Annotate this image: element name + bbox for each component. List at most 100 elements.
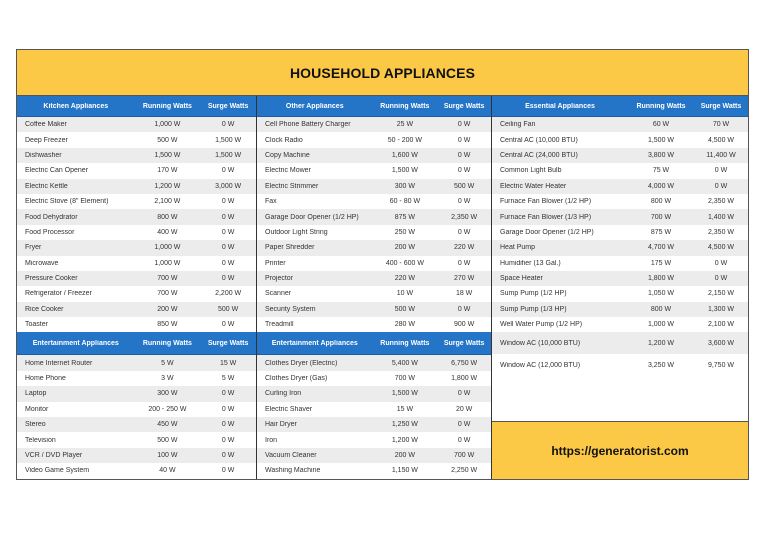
appliance-name: Well Water Pump (1/2 HP) bbox=[500, 321, 583, 329]
appliance-name: Fax bbox=[265, 198, 277, 206]
appliance-name: Dishwasher bbox=[25, 151, 62, 159]
table-row: Humidifier (13 Gal.) 175 W 0 W bbox=[492, 255, 748, 271]
surge-watts: 0 W bbox=[221, 213, 235, 221]
running-watts: 800 W bbox=[157, 213, 178, 221]
running-watts: 700 W bbox=[394, 375, 415, 383]
table-row: Electric Strimmer 300 W 500 W bbox=[257, 178, 491, 194]
surge-watts: 0 W bbox=[457, 121, 471, 129]
running-watts: 5,400 W bbox=[391, 359, 418, 367]
table-row: VCR / DVD Player 100 W 0 W bbox=[17, 447, 256, 464]
surge-watts: 2,150 W bbox=[707, 290, 735, 298]
appliance-name: Home Internet Router bbox=[25, 359, 93, 367]
table-row: Rice Cooker 200 W 500 W bbox=[17, 301, 256, 318]
surge-watts: 0 W bbox=[221, 467, 235, 475]
table-row: Home Phone 3 W 5 W bbox=[17, 370, 256, 387]
appliance-name: Laptop bbox=[25, 390, 47, 398]
appliance-name: Sump Pump (1/3 HP) bbox=[500, 305, 567, 313]
running-watts: 1,200 W bbox=[647, 339, 675, 347]
surge-watts: 0 W bbox=[714, 259, 728, 267]
table-row: Ceiling Fan 60 W 70 W bbox=[492, 117, 748, 133]
appliance-name: Ceiling Fan bbox=[500, 121, 536, 129]
table-row: Clock Radio 50 - 200 W 0 W bbox=[257, 132, 491, 148]
appliance-name: Video Game System bbox=[25, 467, 90, 475]
running-watts: 100 W bbox=[157, 452, 178, 459]
entertainment2-header-label: Entertainment Appliances bbox=[271, 339, 358, 347]
surge-watts: 2,350 W bbox=[707, 198, 735, 206]
surge-watts: 2,250 W bbox=[451, 467, 478, 475]
entertainment-table-body: Home Internet Router 5 W 15 W Home Phone 3 … bbox=[17, 355, 256, 479]
running-watts: 1,800 W bbox=[647, 275, 675, 283]
running-watts: 50 - 200 W bbox=[387, 136, 423, 144]
running-watts: 300 W bbox=[157, 390, 178, 398]
running-watts: 60 W bbox=[652, 121, 670, 129]
appliance-name: Projector bbox=[265, 275, 294, 283]
appliance-name: Heat Pump bbox=[500, 244, 536, 252]
table-row: Printer 400 - 600 W 0 W bbox=[257, 255, 491, 271]
appliance-name: Sump Pump (1/2 HP) bbox=[500, 290, 567, 298]
running-watts: 170 W bbox=[157, 167, 178, 175]
table-row: Central AC (24,000 BTU) 3,800 W 11,400 W bbox=[492, 147, 748, 164]
surge-watts-header: Surge Watts bbox=[207, 339, 249, 347]
surge-watts: 3,000 W bbox=[215, 182, 242, 190]
appliance-name: Deep Freezer bbox=[25, 136, 68, 144]
appliance-name: Television bbox=[25, 436, 56, 444]
other-table-body: Cell Phone Battery Charger 25 W 0 W Clock … bbox=[257, 117, 491, 333]
surge-watts: 1,500 W bbox=[215, 151, 242, 159]
surge-watts: 0 W bbox=[457, 305, 471, 313]
table-row: Microwave 1,000 W 0 W bbox=[17, 255, 256, 271]
appliance-name: Central AC (24,000 BTU) bbox=[500, 151, 578, 159]
other-header-row: Other Appliances Running Watts Surge Wat… bbox=[257, 96, 491, 117]
appliance-name: Electric Shaver bbox=[265, 405, 313, 413]
table-row: Home Internet Router 5 W 15 W bbox=[17, 355, 256, 371]
table-row: Fax 60 - 80 W 0 W bbox=[257, 193, 491, 210]
appliance-name: Window AC (12,000 BTU) bbox=[500, 361, 581, 369]
running-watts-header: Running Watts bbox=[142, 102, 192, 110]
promo-url-link[interactable]: https://generatorist.com bbox=[551, 443, 689, 458]
table-row: Pressure Cooker 700 W 0 W bbox=[17, 270, 256, 287]
table-row: Paper Shredder 200 W 220 W bbox=[257, 240, 491, 256]
surge-watts: 0 W bbox=[714, 167, 728, 175]
table-row: Hair Dryer 1,250 W 0 W bbox=[257, 417, 491, 433]
running-watts: 200 W bbox=[394, 452, 415, 459]
appliance-name: Garage Door Opener (1/2 HP) bbox=[265, 213, 359, 221]
surge-watts: 1,800 W bbox=[451, 375, 478, 383]
surge-watts: 0 W bbox=[714, 182, 728, 190]
running-watts: 3,800 W bbox=[647, 151, 675, 159]
surge-watts: 0 W bbox=[457, 228, 471, 236]
appliance-name: Common Light Bulb bbox=[500, 167, 562, 175]
table-row: Refrigerator / Freezer 700 W 2,200 W bbox=[17, 286, 256, 302]
table-row: Furnace Fan Blower (1/3 HP) 700 W 1,400 W bbox=[492, 209, 748, 225]
surge-watts: 0 W bbox=[457, 151, 471, 159]
table-row: Scanner 10 W 18 W bbox=[257, 286, 491, 302]
surge-watts: 1,300 W bbox=[707, 305, 735, 313]
table-row: Garage Door Opener (1/2 HP) 875 W 2,350 W bbox=[492, 224, 748, 241]
surge-watts: 4,500 W bbox=[707, 244, 735, 252]
running-watts: 25 W bbox=[396, 121, 414, 129]
surge-watts: 900 W bbox=[454, 321, 475, 329]
table-row: Food Dehydrator 800 W 0 W bbox=[17, 209, 256, 225]
appliance-name: Window AC (10,000 BTU) bbox=[500, 339, 581, 347]
appliance-name: Security System bbox=[265, 305, 316, 313]
appliance-name: VCR / DVD Player bbox=[25, 452, 83, 459]
appliance-name: Refrigerator / Freezer bbox=[25, 290, 92, 298]
column-other-entertainment: Other Appliances Running Watts Surge Wat… bbox=[257, 96, 492, 479]
running-watts: 175 W bbox=[650, 259, 672, 267]
surge-watts: 1,400 W bbox=[707, 213, 735, 221]
surge-watts-header: Surge Watts bbox=[207, 102, 249, 110]
table-row: Well Water Pump (1/2 HP) 1,000 W 2,100 W bbox=[492, 317, 748, 333]
table-row: Central AC (10,000 BTU) 1,500 W 4,500 W bbox=[492, 132, 748, 148]
appliance-name: Electric Can Opener bbox=[25, 167, 89, 175]
appliance-name: Electric Kettle bbox=[25, 182, 68, 190]
appliance-name: Electric Strimmer bbox=[265, 182, 319, 190]
table-row: Deep Freezer 500 W 1,500 W bbox=[17, 132, 256, 148]
table-row: Coffee Maker 1,000 W 0 W bbox=[17, 117, 256, 133]
running-watts: 1,500 W bbox=[154, 151, 181, 159]
running-watts: 4,700 W bbox=[647, 244, 675, 252]
running-watts: 850 W bbox=[157, 321, 178, 329]
running-watts: 15 W bbox=[396, 405, 414, 413]
surge-watts: 15 W bbox=[219, 359, 237, 367]
appliance-name: Curling Iron bbox=[265, 390, 302, 398]
running-watts: 5 W bbox=[161, 359, 174, 367]
table-row: Space Heater 1,800 W 0 W bbox=[492, 270, 748, 287]
table-row: Electric Mower 1,500 W 0 W bbox=[257, 163, 491, 179]
